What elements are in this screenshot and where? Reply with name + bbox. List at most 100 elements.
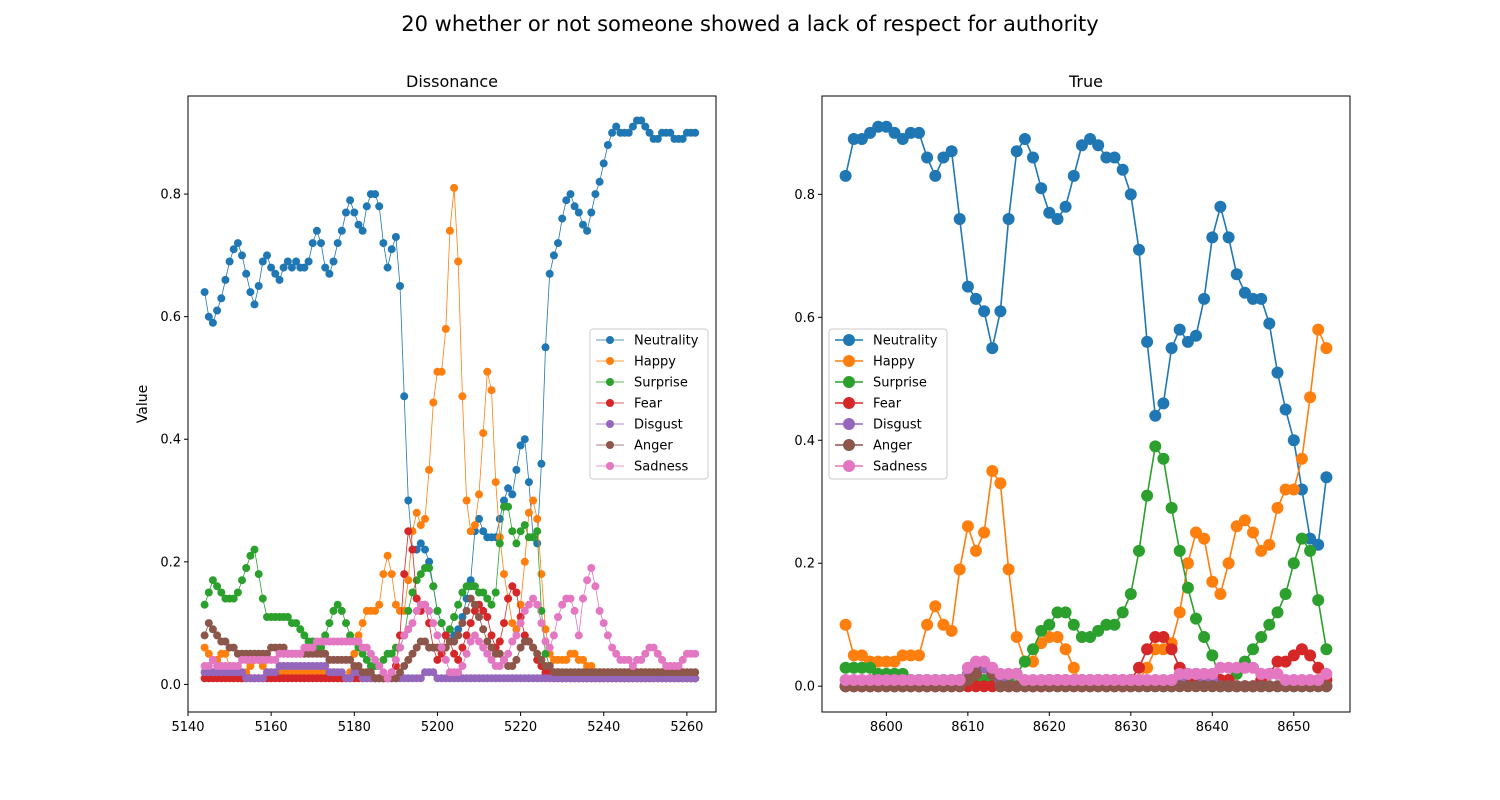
data-point [308,239,317,248]
data-point [470,631,479,640]
data-point [558,600,567,609]
data-point [412,594,421,603]
legend-marker [843,460,855,472]
data-point [429,398,438,407]
data-point [462,496,471,505]
data-point [545,662,554,670]
data-point [855,674,868,686]
data-point [204,662,213,670]
data-point [371,606,380,615]
data-point [1116,606,1129,619]
data-point [346,196,355,205]
data-point [204,649,213,658]
data-point [1027,151,1039,164]
data-point [483,649,492,658]
data-point [1214,588,1227,600]
data-point [208,625,217,634]
data-point [1035,182,1048,195]
data-point [1320,643,1333,656]
data-point [1271,501,1284,514]
data-point [508,582,517,591]
data-point [1320,667,1333,680]
panel-dissonance: Dissonance Value 5140 5160 5180 5200 5220 5240 5… [135,72,717,735]
data-point [1247,526,1259,539]
data-point [1075,631,1088,643]
data-point [520,631,529,640]
data-point [1051,631,1064,643]
data-point [337,606,346,615]
y-tick-label: 0.4 [160,433,181,448]
x-tick-label: 5220 [504,720,537,735]
data-point [300,263,309,272]
data-point [1238,514,1251,527]
data-point [441,655,450,664]
series-disgust [200,662,700,683]
data-point [945,624,958,637]
legend-marker [606,420,614,428]
data-point [1051,213,1064,225]
data-point [1108,151,1121,164]
data-point [666,128,675,137]
data-point [412,508,421,517]
data-point [375,662,384,670]
data-point [342,208,350,217]
data-point [537,655,546,664]
data-point [337,226,346,235]
data-point [283,257,292,266]
data-point [433,655,442,664]
data-point [855,649,868,662]
data-point [1141,489,1154,502]
data-point [566,594,575,603]
legend-label: Disgust [873,418,922,433]
data-point [1304,544,1317,557]
data-point [1214,680,1227,693]
legend-marker [843,439,855,451]
data-point [529,643,538,652]
data-point [429,619,438,628]
data-point [1018,655,1031,668]
data-point [595,606,604,615]
data-point [466,594,475,603]
data-point [229,245,238,254]
data-point [872,120,885,133]
data-point [1312,674,1325,686]
data-point [479,527,488,536]
legend-marker [606,462,614,470]
data-point [487,386,496,395]
data-point [520,606,529,615]
legend-marker [843,334,855,346]
data-point [287,263,296,272]
data-point [1124,188,1137,201]
legend-label: Fear [634,397,663,412]
data-point [213,306,222,315]
y-tick-label: 0.6 [794,311,815,326]
data-point [371,190,380,199]
data-point [321,631,330,640]
data-point [921,151,934,164]
data-point [1124,674,1137,686]
data-point [475,613,483,621]
data-point [1067,169,1080,182]
data-point [1287,483,1300,496]
x-tick-label: 8630 [1114,720,1147,735]
data-point [508,490,517,499]
data-point [470,600,479,609]
data-point [1320,342,1333,355]
data-point [1222,557,1235,570]
data-point [961,520,974,533]
data-point [421,600,429,609]
data-point [333,239,342,248]
data-point [1141,674,1154,686]
x-tick-label: 8610 [951,720,984,735]
data-point [321,662,330,670]
data-point [587,564,596,572]
data-point [462,606,471,615]
data-point [312,226,321,235]
legend-label: Happy [634,355,676,370]
y-tick-label: 0.0 [160,678,181,693]
legend-marker [843,355,855,367]
data-point [986,661,999,674]
data-point [1198,631,1211,643]
data-point [678,134,687,143]
data-point [213,582,222,591]
